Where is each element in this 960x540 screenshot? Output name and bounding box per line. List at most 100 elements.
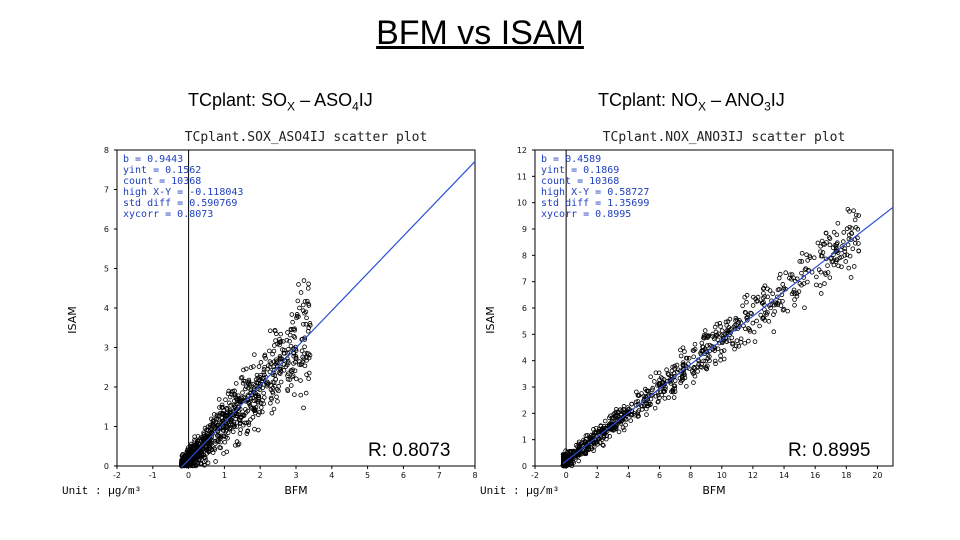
- data-point: [271, 343, 277, 348]
- stats-line: std diff = 0.590769: [123, 198, 237, 209]
- data-point: [307, 323, 313, 328]
- data-point: [745, 314, 750, 320]
- data-point: [231, 421, 237, 427]
- y-tick-label: 3: [104, 344, 109, 353]
- data-point: [623, 422, 628, 428]
- data-point: [765, 310, 770, 315]
- data-point: [825, 263, 830, 268]
- data-point: [748, 310, 753, 316]
- data-point: [193, 454, 199, 459]
- data-point: [652, 405, 658, 411]
- data-point: [258, 405, 264, 410]
- data-point: [300, 354, 305, 360]
- data-point: [264, 380, 269, 386]
- data-point: [601, 433, 607, 438]
- data-point: [246, 401, 252, 406]
- data-point: [302, 363, 308, 369]
- data-point: [223, 397, 228, 403]
- data-point: [262, 364, 267, 370]
- data-point: [771, 329, 777, 335]
- y-tick-label: 7: [522, 278, 527, 287]
- data-point: [202, 463, 207, 468]
- data-point: [847, 209, 852, 214]
- data-point: [830, 259, 836, 264]
- data-point: [727, 332, 732, 338]
- data-point: [845, 242, 851, 248]
- data-point: [609, 425, 615, 431]
- data-point: [684, 355, 690, 361]
- data-point: [193, 462, 199, 468]
- panel-title-text: – ASO: [295, 90, 353, 110]
- data-point: [257, 374, 263, 380]
- data-point: [710, 331, 715, 337]
- data-point: [607, 434, 613, 439]
- data-point: [196, 458, 202, 463]
- data-point: [190, 445, 195, 451]
- data-point: [690, 369, 695, 374]
- scatter-plot-sox: TCplant.SOX_ASO4IJ scatter plot -2 -1 0 1 2 3 4…: [66, 130, 478, 497]
- slide-title: BFM vs ISAM: [376, 14, 584, 52]
- data-point: [184, 450, 190, 456]
- data-point: [702, 335, 707, 341]
- data-point: [740, 303, 745, 309]
- data-point: [285, 376, 291, 382]
- data-point: [672, 386, 677, 391]
- data-point: [259, 409, 265, 415]
- data-point: [678, 380, 683, 386]
- data-point: [271, 406, 277, 412]
- data-point: [252, 408, 258, 413]
- data-point: [755, 294, 761, 300]
- data-point: [695, 369, 700, 374]
- data-point: [771, 302, 777, 308]
- data-point: [199, 451, 204, 457]
- data-point: [251, 398, 257, 404]
- data-point: [237, 431, 243, 436]
- data-point: [785, 308, 790, 314]
- data-point: [289, 312, 295, 317]
- data-point: [831, 229, 837, 235]
- data-point: [824, 240, 829, 245]
- data-point: [768, 305, 773, 311]
- x-tick-label: 10: [717, 471, 727, 480]
- x-tick-label: 5: [365, 471, 370, 480]
- data-point: [711, 344, 717, 350]
- data-point: [721, 348, 727, 353]
- data-point: [225, 435, 230, 441]
- data-point: [707, 342, 713, 348]
- data-point: [701, 333, 707, 338]
- data-point: [761, 291, 766, 296]
- data-point: [752, 339, 758, 344]
- data-point: [853, 240, 858, 246]
- data-point: [199, 462, 204, 467]
- data-point: [290, 319, 295, 325]
- data-point: [614, 412, 620, 417]
- data-point: [730, 342, 735, 347]
- y-tick-label: 8: [104, 146, 109, 155]
- x-tick-label: 1: [222, 471, 227, 480]
- data-point: [237, 406, 243, 412]
- y-tick-label: 5: [104, 265, 109, 274]
- data-point: [789, 272, 795, 277]
- y-tick-label: 4: [104, 304, 109, 313]
- data-point: [216, 439, 221, 445]
- data-point: [289, 369, 294, 374]
- data-point: [776, 275, 782, 281]
- data-point: [207, 445, 213, 451]
- data-point: [285, 387, 290, 392]
- data-point: [814, 274, 819, 280]
- data-point: [192, 444, 198, 449]
- data-point: [246, 381, 251, 387]
- data-point: [601, 423, 607, 429]
- stats-line: xycorr = 0.8995: [541, 209, 631, 220]
- x-tick-label: -1: [149, 471, 157, 480]
- data-point: [274, 394, 279, 400]
- data-point: [233, 394, 238, 400]
- data-point: [805, 258, 810, 263]
- data-point: [648, 374, 654, 380]
- data-point: [230, 429, 236, 435]
- data-point: [252, 426, 257, 432]
- data-point: [577, 443, 582, 449]
- data-point: [228, 419, 234, 425]
- data-point: [268, 395, 274, 401]
- data-point: [273, 331, 279, 337]
